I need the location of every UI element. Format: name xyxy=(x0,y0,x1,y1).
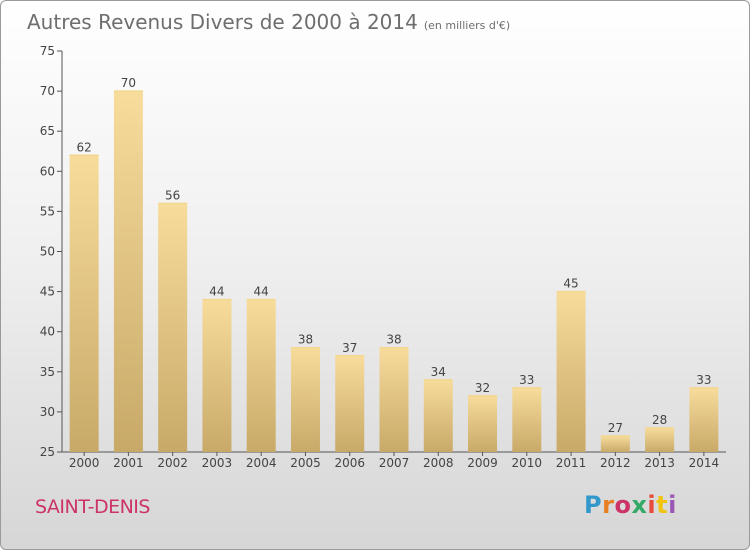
y-tick-label: 50 xyxy=(40,245,55,259)
y-tick-label: 30 xyxy=(40,405,55,419)
logo-letter: t xyxy=(656,491,669,519)
x-tick-label: 2013 xyxy=(644,456,675,470)
bar xyxy=(113,91,143,452)
bar xyxy=(645,427,675,452)
y-tick-label: 25 xyxy=(40,445,55,459)
data-label: 38 xyxy=(386,333,401,347)
data-label: 32 xyxy=(475,381,490,395)
data-label: 44 xyxy=(254,285,269,299)
data-label: 37 xyxy=(342,341,357,355)
x-tick-label: 2012 xyxy=(600,456,631,470)
bar xyxy=(69,155,99,452)
bar xyxy=(246,299,276,452)
axes: 25 30 35 40 45 50 55 60 65 70 75 2000 2001 2002 2003 20… xyxy=(40,44,726,470)
x-tick-label: 2005 xyxy=(290,456,321,470)
data-label: 45 xyxy=(563,277,578,291)
logo-letter: x xyxy=(631,491,648,519)
bar xyxy=(468,395,498,452)
x-tick-label: 2003 xyxy=(202,456,233,470)
x-tick-label: 2000 xyxy=(69,456,100,470)
data-label: 28 xyxy=(652,413,667,427)
x-tick-label: 2007 xyxy=(379,456,410,470)
x-tick-label: 2009 xyxy=(467,456,498,470)
x-tick-label: 2002 xyxy=(157,456,188,470)
place-name: SAINT-DENIS xyxy=(35,496,150,518)
data-label: 38 xyxy=(298,333,313,347)
y-tick-label: 35 xyxy=(40,365,55,379)
y-tick-label: 45 xyxy=(40,285,55,299)
logo-letter: o xyxy=(614,491,632,519)
chart-unit: (en milliers d'€) xyxy=(423,19,511,32)
data-label: 34 xyxy=(431,365,446,379)
data-label: 44 xyxy=(209,285,224,299)
y-tick-label: 70 xyxy=(40,84,55,98)
y-tick-label: 40 xyxy=(40,325,55,339)
y-tick-label: 75 xyxy=(40,44,55,58)
y-tick-label: 55 xyxy=(40,204,55,218)
logo-letter: i xyxy=(647,491,657,519)
x-tick-label: 2004 xyxy=(246,456,277,470)
data-label: 62 xyxy=(76,140,91,154)
chart-title: Autres Revenus Divers de 2000 à 2014 (en … xyxy=(27,10,510,34)
logo-letter: P xyxy=(584,491,603,519)
bar xyxy=(512,387,542,452)
bar xyxy=(379,347,409,452)
bar xyxy=(335,355,365,452)
bars: 62 70 56 44 44 38 37 38 34 32 33 45 27 28 33 xyxy=(69,76,719,452)
x-tick-label: 2001 xyxy=(113,456,144,470)
logo-letter: i xyxy=(668,491,677,519)
data-label: 56 xyxy=(165,188,180,202)
data-label: 33 xyxy=(519,373,534,387)
logo-letter: r xyxy=(602,491,615,519)
data-label: 27 xyxy=(608,421,623,435)
x-tick-label: 2014 xyxy=(689,456,720,470)
y-tick-label: 60 xyxy=(40,164,55,178)
bar xyxy=(689,387,719,452)
y-tick-label: 65 xyxy=(40,124,55,138)
x-tick-label: 2008 xyxy=(423,456,454,470)
data-label: 70 xyxy=(121,76,136,90)
x-tick-label: 2011 xyxy=(556,456,587,470)
chart-title-text: Autres Revenus Divers de 2000 à 2014 xyxy=(27,10,418,34)
bar xyxy=(600,435,630,452)
proxiti-logo: Proxiti xyxy=(584,491,677,519)
x-tick-label: 2006 xyxy=(334,456,365,470)
data-label: 33 xyxy=(696,373,711,387)
bar xyxy=(158,203,188,452)
bar xyxy=(290,347,320,452)
x-tick-label: 2010 xyxy=(512,456,543,470)
bar xyxy=(202,299,232,452)
bar xyxy=(556,291,586,452)
bar xyxy=(423,379,453,452)
